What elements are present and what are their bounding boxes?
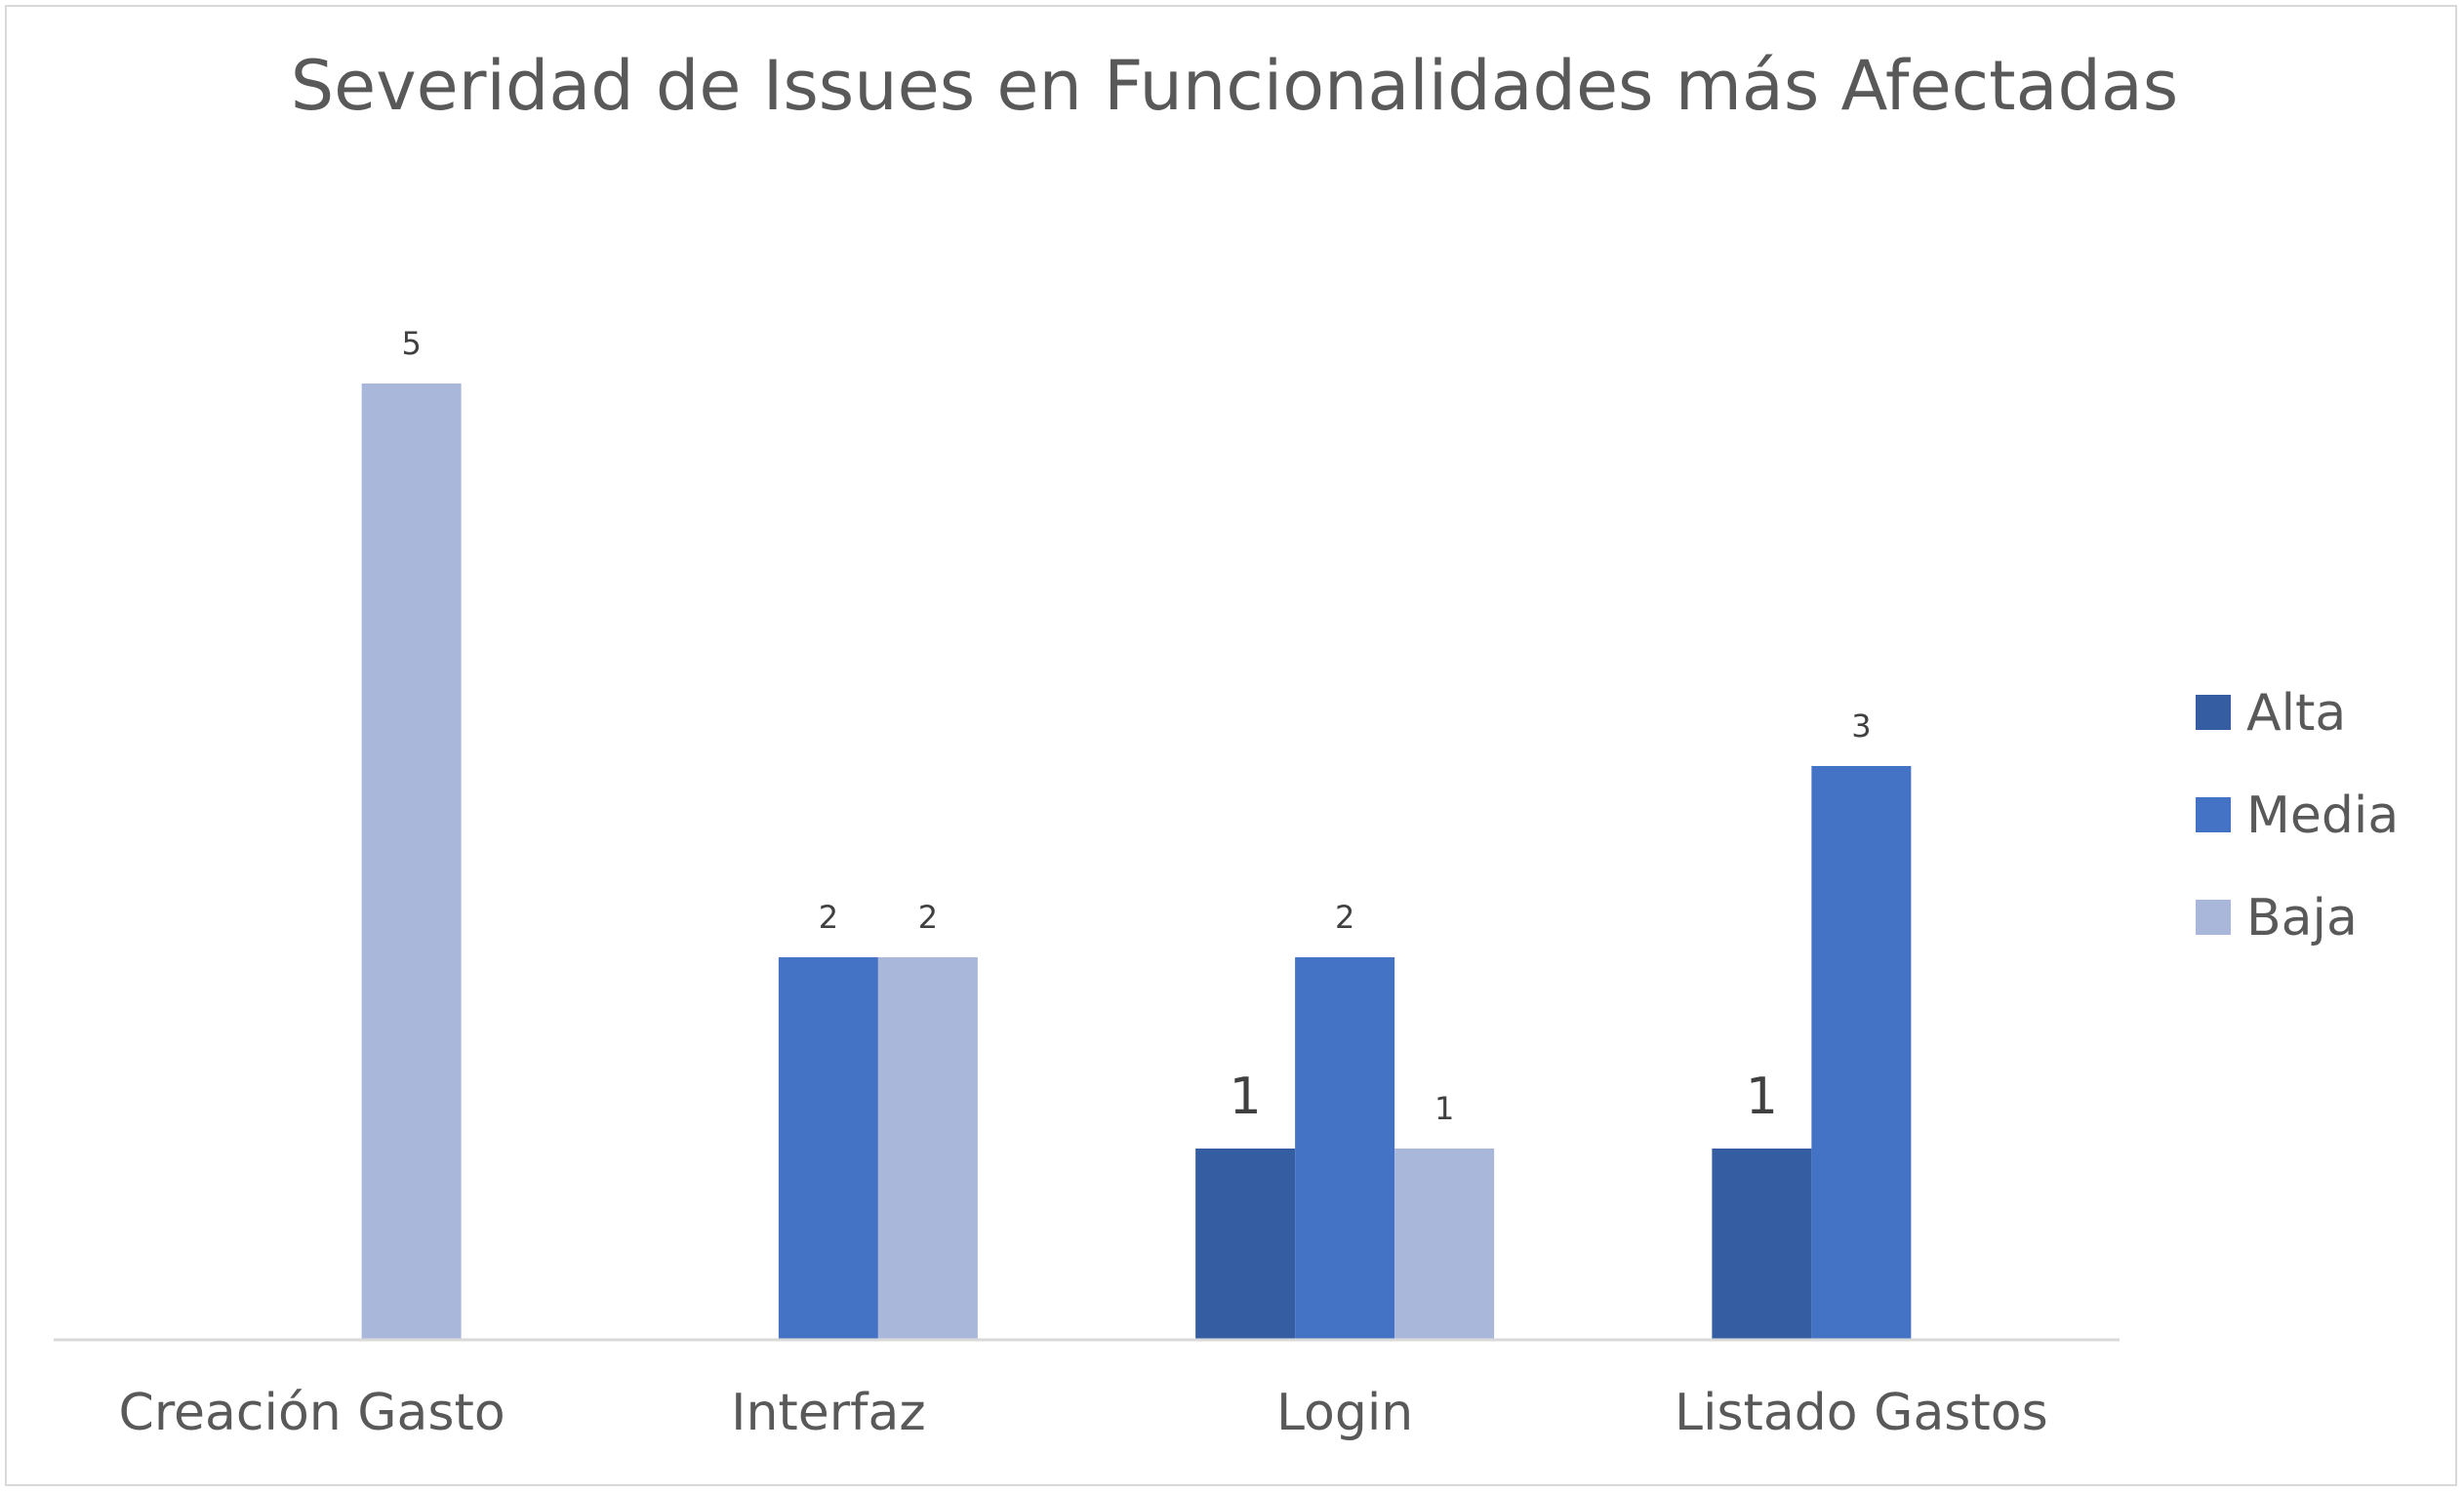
bar-baja-interfaz bbox=[877, 957, 978, 1340]
bar-baja-login bbox=[1394, 1149, 1495, 1340]
bar-alta-listado-gastos bbox=[1712, 1149, 1812, 1340]
data-label-alta-login: 1 bbox=[1230, 1068, 1262, 1126]
x-tick-label-interfaz: Interfaz bbox=[731, 1384, 926, 1442]
x-tick-labels-layer: Creación Gasto Interfaz Login Listado Gasto… bbox=[119, 1384, 2048, 1442]
chart-title: Severidad de Issues en Funcionalidades m… bbox=[291, 46, 2179, 126]
x-tick-label-login: Login bbox=[1276, 1384, 1413, 1442]
data-label-alta-listado-gastos: 1 bbox=[1746, 1068, 1778, 1126]
legend: Alta Media Baja bbox=[2196, 684, 2399, 948]
bar-baja-creacion-gasto bbox=[361, 383, 462, 1340]
data-label-baja-login: 1 bbox=[1434, 1090, 1454, 1127]
data-label-baja-interfaz: 2 bbox=[918, 899, 938, 936]
bar-media-listado-gastos bbox=[1811, 766, 1912, 1340]
bar-media-login bbox=[1295, 957, 1395, 1340]
bars-layer bbox=[361, 383, 1912, 1340]
bar-alta-login bbox=[1195, 1149, 1296, 1340]
legend-swatch-alta bbox=[2196, 695, 2231, 730]
x-tick-label-listado-gastos: Listado Gastos bbox=[1675, 1384, 2048, 1442]
legend-label-baja: Baja bbox=[2246, 889, 2358, 948]
data-label-media-login: 2 bbox=[1335, 899, 1354, 936]
data-label-baja-creacion-gasto: 5 bbox=[401, 325, 421, 362]
legend-swatch-baja bbox=[2196, 900, 2231, 935]
bar-media-interfaz bbox=[778, 957, 878, 1340]
data-label-media-listado-gastos: 3 bbox=[1851, 707, 1871, 745]
x-tick-label-creacion-gasto: Creación Gasto bbox=[119, 1384, 505, 1442]
data-labels-layer: 5 2 2 1 2 1 1 3 bbox=[401, 325, 1871, 1127]
legend-label-media: Media bbox=[2246, 787, 2399, 845]
legend-swatch-media bbox=[2196, 797, 2231, 832]
legend-label-alta: Alta bbox=[2246, 684, 2346, 743]
data-label-media-interfaz: 2 bbox=[819, 899, 838, 936]
